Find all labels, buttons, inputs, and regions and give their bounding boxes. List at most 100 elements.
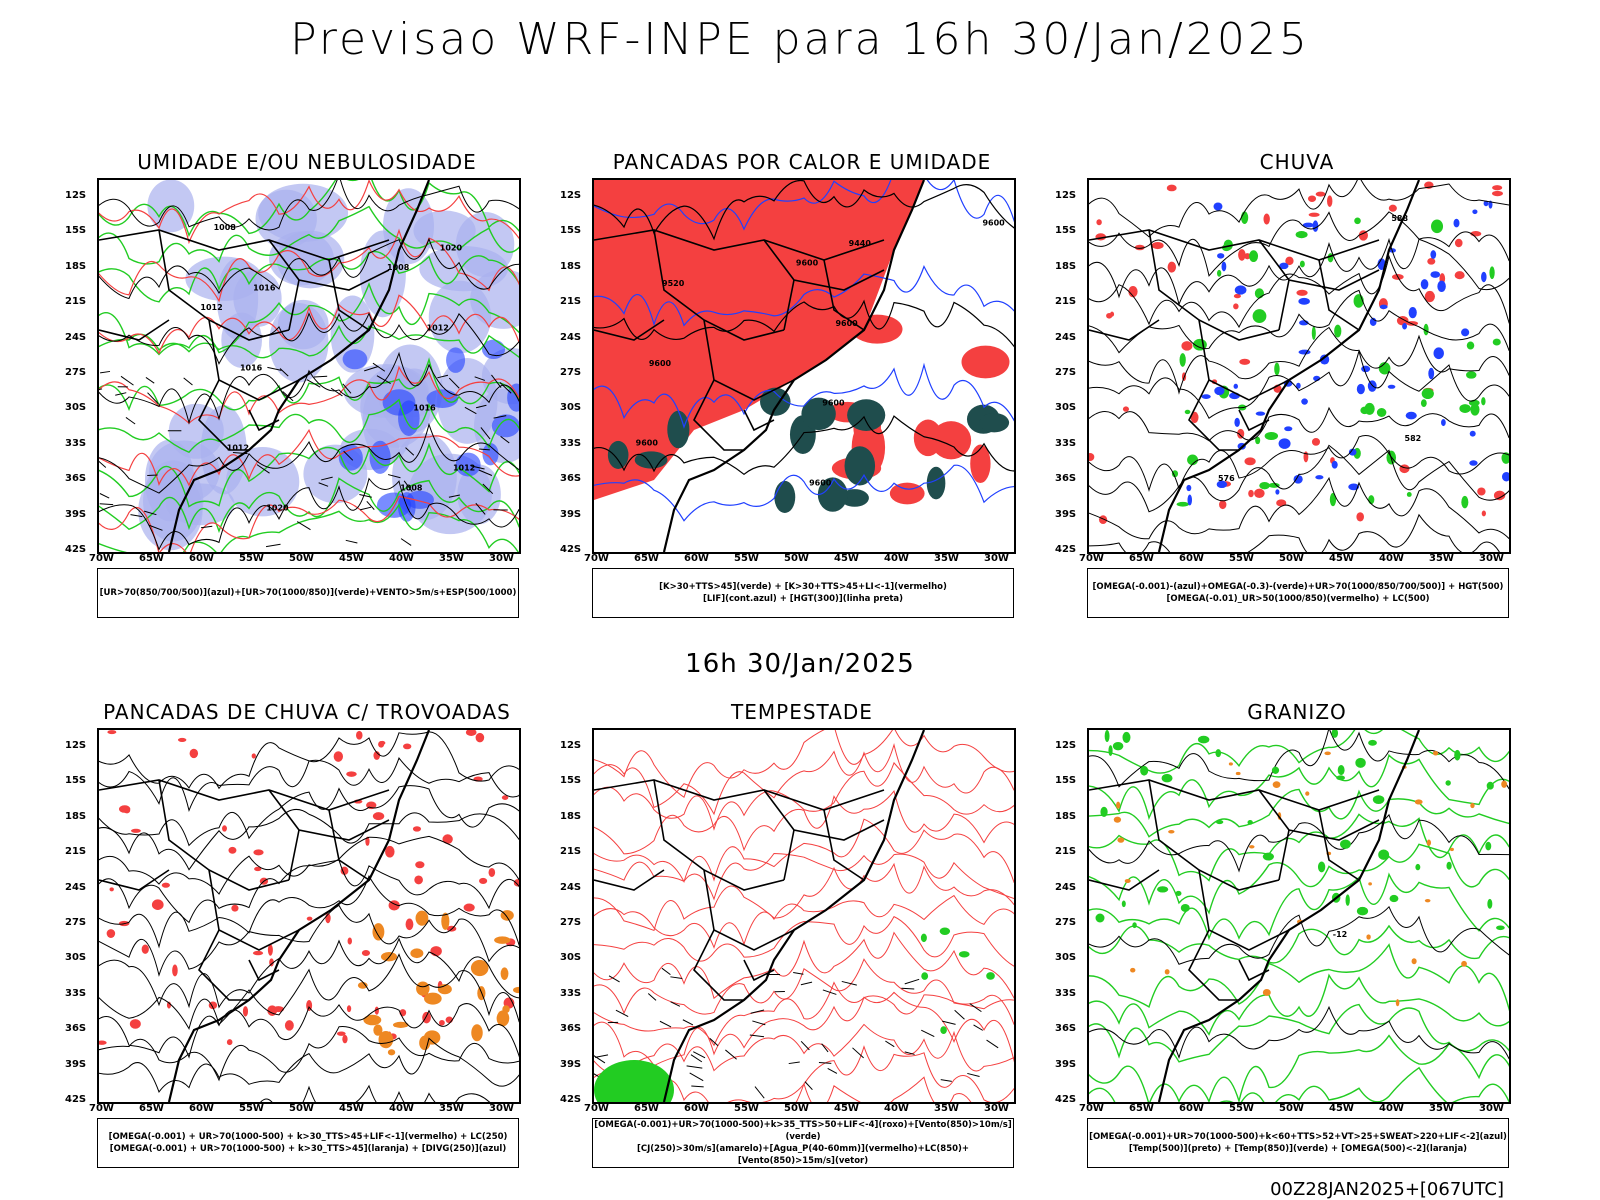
lon-tick-label: 60W bbox=[1179, 1103, 1204, 1114]
rain-omega-green-area bbox=[1259, 481, 1270, 490]
omega500-area bbox=[1470, 802, 1475, 809]
lat-tick-label: 30S bbox=[560, 952, 582, 964]
lat-tick-label: 33S bbox=[1055, 987, 1077, 999]
streamline bbox=[99, 808, 519, 871]
strong-wind-area bbox=[920, 933, 927, 943]
rain-omega-area bbox=[1128, 286, 1138, 298]
rain-omega-green-area bbox=[1423, 323, 1429, 336]
temp850-area bbox=[1271, 766, 1280, 774]
lat-tick-label: 39S bbox=[560, 1058, 582, 1070]
thunderstorm-area bbox=[346, 1005, 352, 1013]
temp500-contour bbox=[1089, 1005, 1509, 1060]
rain-omega-blue-area bbox=[1367, 380, 1377, 392]
lc850-contour bbox=[594, 789, 1014, 855]
rain-omega-area bbox=[1491, 190, 1504, 197]
rain-omega-area bbox=[1254, 488, 1265, 499]
valid-time-subtitle: 16h 30/Jan/2025 bbox=[685, 649, 915, 679]
humidity-low-contour bbox=[99, 477, 519, 534]
rain-omega-green-area bbox=[1489, 266, 1495, 280]
thunderstorm-area bbox=[415, 861, 425, 869]
state-border bbox=[743, 959, 775, 982]
wind-vector bbox=[822, 989, 837, 995]
wind-vector bbox=[725, 1049, 737, 1060]
rain-omega-green-area bbox=[1240, 211, 1249, 225]
lat-tick-label: 27S bbox=[65, 367, 87, 378]
lc850-contour bbox=[594, 894, 1014, 949]
wind-vector bbox=[256, 464, 270, 474]
rain-omega-blue-area bbox=[1234, 417, 1240, 428]
lat-tick-label: 36S bbox=[560, 1023, 582, 1035]
rain-omega-blue-area bbox=[1296, 382, 1301, 389]
contour-label: 1012 bbox=[453, 464, 475, 473]
wind-vector bbox=[147, 392, 159, 405]
wind-vector bbox=[904, 978, 920, 985]
heat-instability-area bbox=[961, 345, 1010, 379]
thunderstorm-area bbox=[430, 946, 442, 957]
strong-wind-area bbox=[940, 1026, 947, 1034]
temp850-area bbox=[1485, 841, 1492, 851]
legend-line: [OMEGA(-0.001) + UR>70(1000-500) + k>30_… bbox=[109, 1144, 507, 1154]
rain-omega-green-area bbox=[1354, 217, 1361, 225]
panel-legend: [UR>70(850/700/500)](azul)+[UR>70(1000/8… bbox=[97, 568, 519, 618]
rain-omega-green-area bbox=[1264, 431, 1279, 441]
state-border bbox=[198, 929, 249, 1001]
pressure-contour bbox=[99, 477, 519, 551]
rain-omega-blue-area bbox=[1441, 419, 1446, 427]
wind-vector bbox=[364, 365, 379, 372]
lat-tick-label: 12S bbox=[560, 740, 582, 751]
instability-area bbox=[979, 412, 1010, 433]
lat-tick-label: 18S bbox=[560, 260, 582, 272]
streamline bbox=[99, 874, 519, 949]
lon-tick-label: 40W bbox=[389, 553, 414, 564]
lon-tick-label: 50W bbox=[289, 1103, 314, 1114]
omega500-area bbox=[1113, 816, 1122, 823]
rain-omega-blue-area bbox=[1201, 394, 1211, 399]
wind-vector bbox=[478, 448, 490, 451]
omega500-area bbox=[1305, 791, 1310, 796]
legend-line: [OMEGA(-0.001)+UR>70(1000-500)+k<60+TTS>… bbox=[1089, 1132, 1507, 1142]
lc850-contour bbox=[594, 742, 1014, 816]
wind-vector bbox=[691, 1085, 704, 1088]
lif-contour bbox=[594, 264, 1014, 327]
wind-vector bbox=[693, 1051, 706, 1059]
state-border bbox=[594, 779, 885, 811]
contour-label: 1012 bbox=[427, 323, 449, 332]
wind-vector bbox=[491, 374, 502, 388]
lat-tick-label: 21S bbox=[1055, 846, 1077, 858]
strong-wind-area bbox=[986, 972, 995, 980]
temp850-area bbox=[1161, 773, 1173, 783]
thunderstorm-area bbox=[439, 1019, 445, 1026]
wind-vector bbox=[615, 1009, 629, 1018]
state-border bbox=[823, 259, 865, 331]
wind-vector bbox=[754, 1086, 765, 1099]
lon-tick-label: 70W bbox=[584, 553, 609, 564]
thunderstorm-area bbox=[385, 845, 395, 858]
hgt500-contour bbox=[1089, 476, 1509, 540]
state-border bbox=[99, 779, 390, 811]
lat-tick-label: 24S bbox=[560, 881, 582, 893]
rain-omega-blue-area bbox=[1217, 253, 1225, 259]
rain-omega-area bbox=[1244, 253, 1251, 260]
lon-tick-label: 65W bbox=[634, 553, 659, 564]
rain-omega-green-area bbox=[1481, 397, 1486, 406]
omega500-area bbox=[1395, 999, 1400, 1007]
omega500-area bbox=[1414, 799, 1423, 805]
convection-area bbox=[373, 1024, 383, 1036]
lon-tick-label: 30W bbox=[984, 553, 1009, 564]
lat-tick-label: 33S bbox=[65, 437, 87, 449]
temp850-area bbox=[1215, 749, 1222, 758]
rain-omega-area bbox=[1327, 195, 1333, 207]
humidity-low-contour bbox=[99, 442, 519, 508]
rain-omega-green-area bbox=[1268, 482, 1280, 488]
rain-omega-blue-area bbox=[1319, 354, 1330, 365]
rain-omega-area bbox=[1356, 512, 1364, 522]
temp850-area bbox=[1132, 922, 1137, 929]
strong-wind-area bbox=[921, 972, 929, 980]
legend-line: [UR>70(850/700/500)](azul)+[UR>70(1000/8… bbox=[99, 588, 517, 598]
wind-vector bbox=[901, 987, 915, 990]
legend-line: [Temp(500)](preto) + [Temp(850)](verde) … bbox=[1128, 1144, 1468, 1154]
rain-omega-area bbox=[1276, 499, 1287, 507]
instability-area bbox=[847, 399, 886, 432]
temp850-area bbox=[1112, 741, 1124, 751]
lon-tick-label: 50W bbox=[784, 553, 809, 564]
